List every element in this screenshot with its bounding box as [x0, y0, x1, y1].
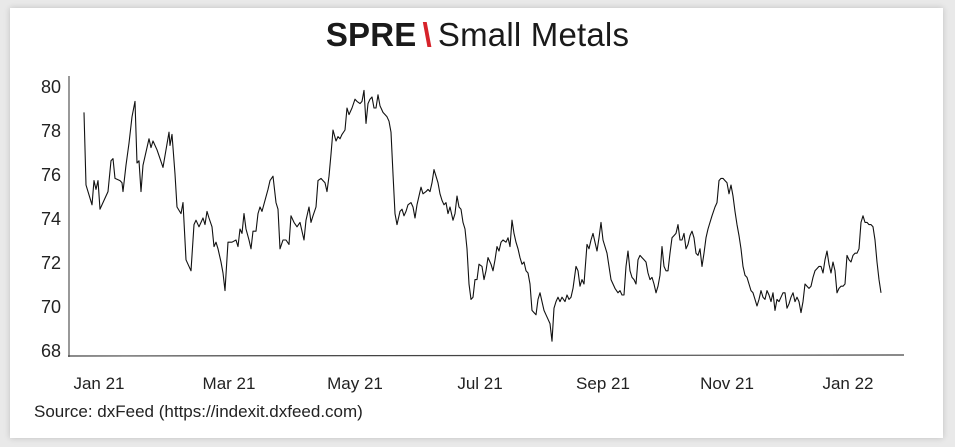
y-tick-label: 76 [41, 165, 61, 185]
title-name: Small Metals [437, 16, 630, 53]
chart-title: SPRE \ Small Metals [0, 16, 955, 54]
chart-card [10, 8, 943, 438]
x-tick-label: Jan 22 [822, 374, 873, 393]
x-axis-labels: Jan 21 Mar 21 May 21 Jul 21 Sep 21 Nov 21 Jan … [73, 374, 873, 393]
x-tick-label: Mar 21 [203, 374, 256, 393]
x-tick-label: Jan 21 [73, 374, 124, 393]
x-tick-label: Jul 21 [457, 374, 502, 393]
series-line [83, 89, 882, 342]
y-tick-label: 70 [41, 297, 61, 317]
x-axis [67, 354, 905, 357]
y-tick-label: 80 [41, 77, 61, 97]
y-tick-label: 68 [41, 341, 61, 361]
y-tick-label: 72 [41, 253, 61, 273]
source-note: Source: dxFeed (https://indexit.dxfeed.c… [34, 402, 363, 421]
x-tick-label: May 21 [327, 374, 383, 393]
y-tick-label: 74 [41, 209, 61, 229]
y-tick-label: 78 [41, 121, 61, 141]
y-axis-labels: 68 70 72 74 76 78 80 [41, 77, 61, 361]
title-ticker: SPRE [325, 16, 417, 53]
x-tick-label: Sep 21 [576, 374, 630, 393]
x-tick-label: Nov 21 [700, 374, 754, 393]
title-separator: \ [422, 16, 432, 53]
